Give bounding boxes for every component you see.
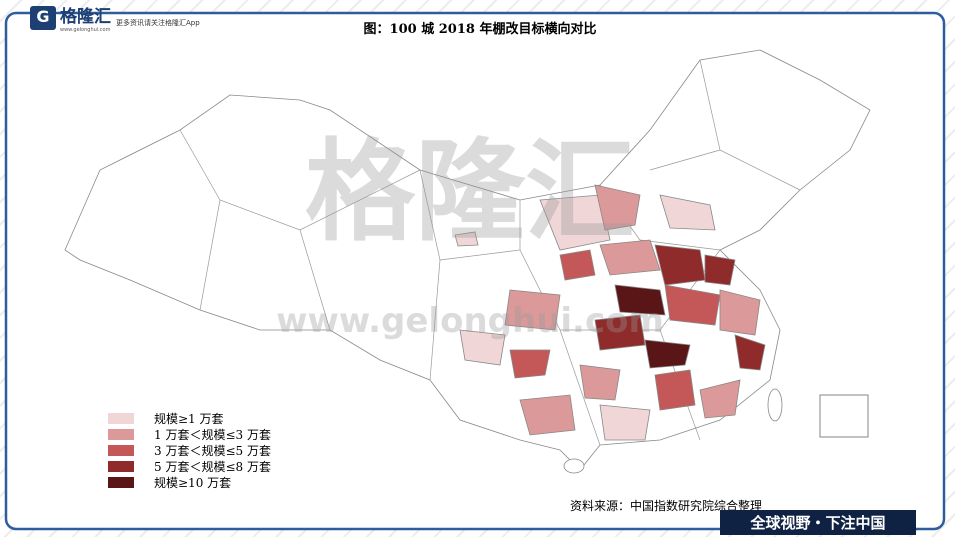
- tagline: 更多资讯请关注格隆汇App: [116, 18, 200, 27]
- legend-label: 规模≥1 万套: [154, 411, 224, 426]
- footer-box: [720, 510, 916, 535]
- city-region: [599, 404, 651, 441]
- legend: 规模≥1 万套1 万套＜规模≤3 万套3 万套＜规模≤5 万套5 万套＜规模≤8…: [108, 411, 271, 490]
- city-region: [734, 334, 766, 371]
- city-region: [644, 339, 691, 369]
- legend-swatch: [108, 461, 134, 472]
- watermark-text: 格隆汇: [305, 128, 635, 256]
- city-region: [509, 349, 551, 379]
- city-region: [539, 194, 611, 251]
- legend-label: 5 万套＜规模≤8 万套: [154, 459, 271, 474]
- city-region: [459, 329, 506, 366]
- city-region: [704, 254, 736, 286]
- city-region: [559, 249, 596, 281]
- city-region: [664, 284, 721, 326]
- city-region: [719, 289, 761, 336]
- footer-slogan: 全球视野・下注中国: [749, 514, 885, 532]
- city-region: [599, 239, 661, 276]
- legend-label: 1 万套＜规模≤3 万套: [154, 427, 271, 442]
- legend-swatch: [108, 445, 134, 456]
- city-region: [699, 379, 741, 419]
- legend-label: 3 万套＜规模≤5 万套: [154, 443, 271, 458]
- watermark-url: www.gelonghui.com: [276, 301, 664, 341]
- island: [767, 388, 783, 422]
- city-region: [519, 394, 576, 436]
- logo-text: 格隆汇: [60, 6, 111, 27]
- inset-box: [819, 394, 869, 438]
- city-region: [594, 184, 641, 231]
- city-region: [594, 314, 646, 351]
- city-regions: [454, 184, 766, 441]
- legend-swatch: [108, 429, 134, 440]
- logo-icon: [30, 6, 56, 30]
- island: [563, 458, 585, 474]
- logo-url: www.gelonghui.com: [60, 27, 111, 33]
- logo-letter: G: [36, 7, 49, 26]
- city-region: [654, 369, 696, 411]
- legend-label: 规模≥10 万套: [154, 475, 231, 490]
- city-region: [454, 231, 479, 247]
- city-region: [659, 194, 716, 231]
- source-note: 资料来源：中国指数研究院综合整理: [570, 498, 762, 513]
- city-region: [504, 289, 561, 331]
- city-region: [579, 364, 621, 401]
- city-region: [614, 284, 666, 316]
- map-title: 图：100 城 2018 年棚改目标横向对比: [364, 21, 597, 37]
- legend-swatch: [108, 477, 134, 488]
- legend-swatch: [108, 413, 134, 424]
